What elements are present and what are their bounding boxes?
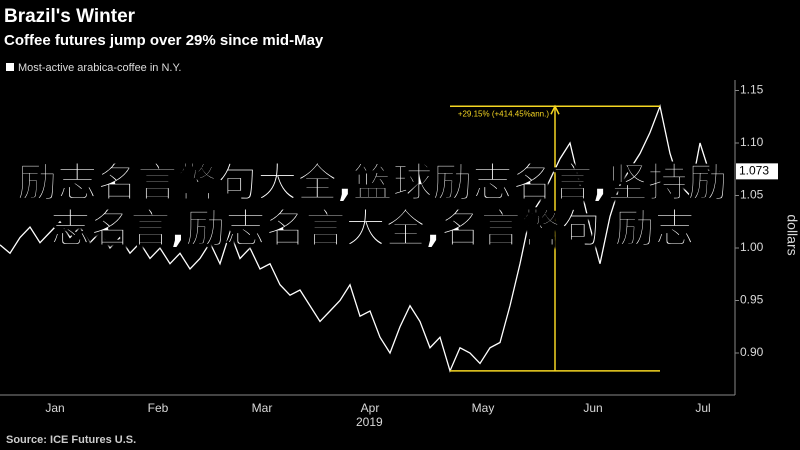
x-tick-label: Mar [252,401,273,415]
y-tick-label: 1.00 [740,240,764,254]
y-tick-label: 1.05 [740,188,764,202]
x-tick-label: Jul [695,401,710,415]
x-tick-label: Jun [583,401,602,415]
y-tick-label: 1.15 [740,83,764,97]
annotation-label: +29.15% (+414.45%ann.) [458,109,550,118]
y-tick-label: 0.90 [740,345,764,359]
legend-label: Most-active arabica-coffee in N.Y. [18,62,181,74]
overlay-text: 励志名言警句大全,篮球励志名言,坚持励志名言,励志名言大全,名言警句 励志 [17,160,728,253]
x-tick-label: Feb [148,401,169,415]
x-tick-label: Jan [45,401,64,415]
chart-subtitle: Coffee futures jump over 29% since mid-M… [4,32,324,49]
annotation-arrow [550,104,560,115]
last-value-label: 1.073 [739,164,769,178]
chart-title: Brazil's Winter [4,6,136,27]
y-axis-label: dollars [784,214,800,255]
x-tick-label: Apr [361,401,380,415]
x-tick-label: May [472,401,495,415]
line [0,103,721,373]
x-year: 2019 [356,415,383,429]
y-tick-label: 1.10 [740,135,764,149]
last-value-box [736,163,778,180]
y-tick-label: 0.95 [740,293,764,307]
source: Source: ICE Futures U.S. [6,434,136,446]
legend-swatch [6,63,14,71]
